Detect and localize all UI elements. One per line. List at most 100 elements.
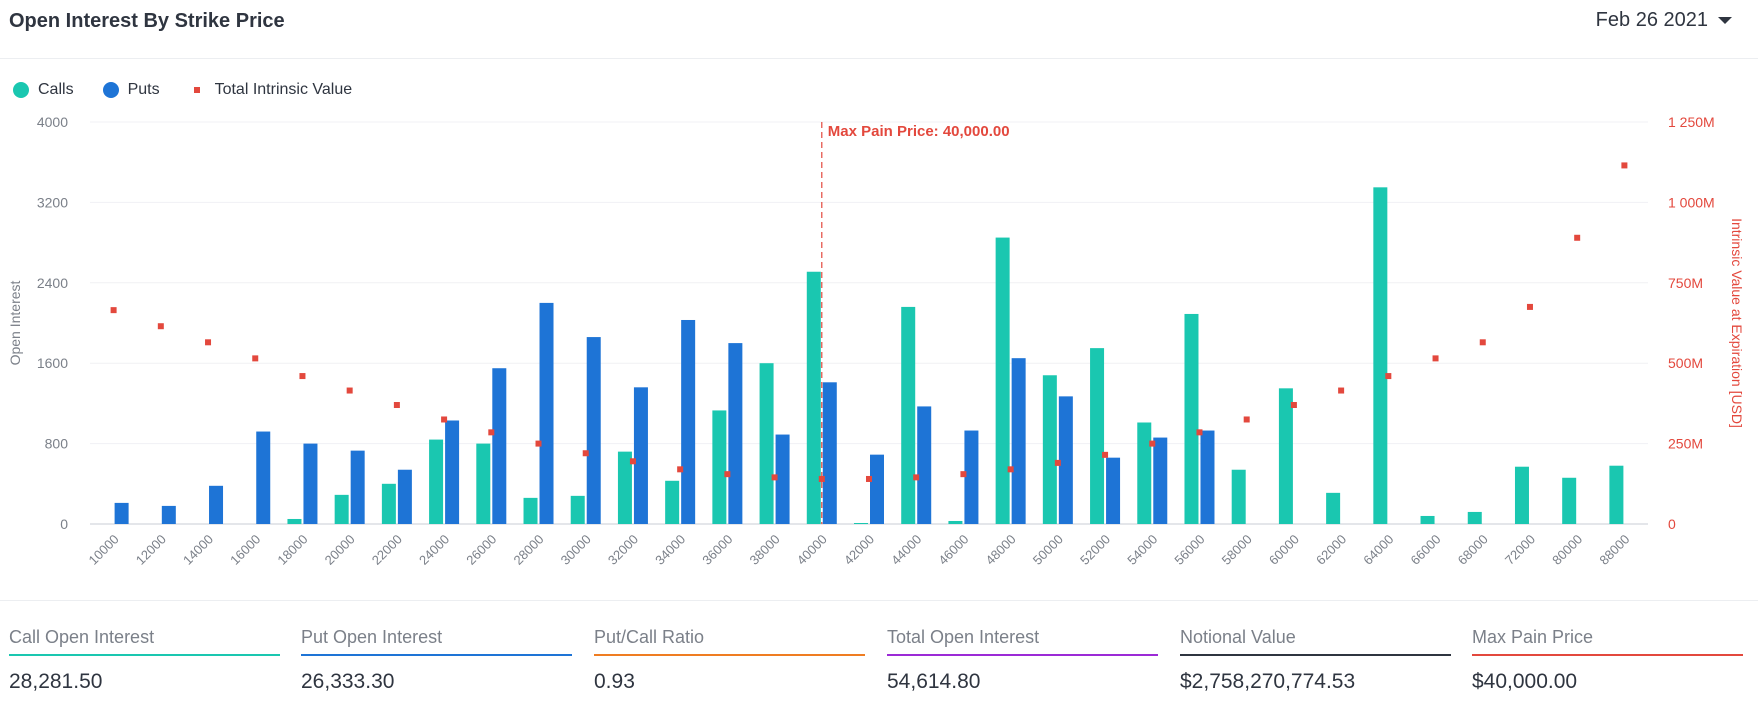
x-tick-label: 58000	[1219, 532, 1255, 568]
stat-underline	[301, 654, 572, 656]
y-right-tick-label: 500M	[1668, 355, 1703, 371]
puts-bar	[964, 430, 979, 524]
max-pain-label: Max Pain Price: 40,000.00	[828, 123, 1010, 140]
stat-value: 26,333.30	[301, 670, 395, 693]
y-right-tick-label: 1 000M	[1668, 194, 1715, 210]
stat-label: Total Open Interest	[887, 627, 1040, 647]
stats-bar: Call Open Interest 28,281.50 Put Open In…	[0, 600, 1758, 712]
intrinsic-value-point	[488, 429, 495, 436]
calls-bar	[1278, 388, 1293, 524]
calls-bar	[1467, 511, 1482, 524]
y-left-tick-label: 800	[45, 436, 69, 452]
y-right-tick-label: 0	[1668, 516, 1676, 532]
intrinsic-value-point	[1621, 162, 1628, 169]
intrinsic-value-point	[1149, 440, 1156, 447]
calls-bar	[806, 271, 821, 524]
x-tick-label: 46000	[935, 532, 971, 568]
intrinsic-value-point	[346, 387, 353, 394]
calls-bar	[759, 363, 774, 524]
stat-label: Notional Value	[1180, 627, 1296, 647]
calls-bar	[1137, 422, 1152, 524]
intrinsic-value-point	[1432, 355, 1439, 362]
calls-bar	[1609, 465, 1624, 524]
x-tick-label: 68000	[1455, 532, 1491, 568]
y-right-tick-label: 750M	[1668, 275, 1703, 291]
puts-bar	[256, 431, 271, 524]
x-tick-label: 80000	[1549, 532, 1585, 568]
intrinsic-value-point	[629, 458, 636, 465]
x-tick-label: 40000	[794, 532, 830, 568]
puts-bar	[539, 302, 554, 524]
legend-item-puts[interactable]: Puts	[102, 81, 160, 99]
y-right-tick-label: 1 250M	[1668, 114, 1715, 130]
x-tick-label: 16000	[227, 532, 263, 568]
legend-item-calls[interactable]: Calls	[13, 81, 74, 99]
intrinsic-value-point	[393, 402, 400, 409]
puts-bar	[775, 434, 790, 524]
intrinsic-value-point	[299, 373, 306, 380]
calls-bar	[429, 439, 444, 524]
legend-item-intrinsic-value[interactable]: Total Intrinsic Value	[189, 81, 353, 99]
calls-bar	[1514, 466, 1529, 524]
y-right-tick-label: 250M	[1668, 436, 1703, 452]
calls-bar	[1562, 477, 1577, 524]
intrinsic-value-point	[252, 355, 259, 362]
puts-bar	[303, 443, 318, 524]
intrinsic-value-point	[535, 440, 542, 447]
stat-underline	[1472, 654, 1743, 656]
puts-bar	[586, 337, 601, 524]
puts-bar	[114, 502, 129, 524]
date-label: Feb 26 2021	[1595, 9, 1708, 31]
intrinsic-value-point	[913, 474, 920, 481]
calls-bar	[1231, 469, 1246, 524]
puts-bar	[445, 420, 460, 524]
stat-value: 54,614.80	[887, 670, 981, 693]
puts-bar	[870, 454, 884, 524]
x-tick-label: 72000	[1502, 532, 1538, 568]
calls-bar	[1090, 348, 1105, 524]
puts-bar	[492, 368, 507, 524]
intrinsic-value-point	[110, 307, 117, 314]
intrinsic-value-point	[1196, 429, 1203, 436]
puts-bar	[1153, 437, 1168, 524]
stat-total-open-interest: Total Open Interest 54,614.80	[887, 627, 1158, 694]
x-tick-label: 44000	[888, 532, 924, 568]
calls-bar	[287, 518, 302, 524]
intrinsic-value-point	[1479, 339, 1486, 346]
calls-bar	[712, 410, 727, 524]
stat-label: Put Open Interest	[301, 627, 443, 647]
stat-underline	[887, 654, 1158, 656]
y-left-tick-label: 0	[60, 516, 68, 532]
legend-label: Puts	[127, 81, 160, 98]
intrinsic-value-point	[960, 471, 967, 478]
x-tick-label: 28000	[510, 532, 546, 568]
puts-bar	[681, 319, 696, 524]
calls-bar	[995, 237, 1010, 524]
intrinsic-value-point	[771, 474, 778, 481]
x-tick-label: 60000	[1266, 532, 1302, 568]
intrinsic-value-point	[724, 471, 731, 478]
stat-call-open-interest: Call Open Interest 28,281.50	[9, 627, 280, 694]
y-left-tick-label: 4000	[37, 114, 68, 130]
stat-notional-value: Notional Value $2,758,270,774.53	[1180, 627, 1451, 694]
stat-value: 28,281.50	[9, 670, 103, 693]
x-tick-label: 52000	[1077, 532, 1113, 568]
puts-bar	[822, 382, 837, 524]
calls-bar	[854, 522, 868, 524]
header: Open Interest By Strike Price Feb 26 202…	[0, 0, 1758, 59]
intrinsic-value-point	[1574, 234, 1581, 241]
x-tick-label: 54000	[1124, 532, 1160, 568]
date-selector[interactable]: Feb 26 2021	[1596, 9, 1732, 32]
puts-bar	[728, 343, 743, 524]
stat-underline	[9, 654, 280, 656]
legend-label: Total Intrinsic Value	[214, 81, 353, 98]
puts-bar	[1200, 430, 1215, 524]
intrinsic-value-point	[1290, 402, 1297, 409]
calls-bar	[570, 495, 585, 524]
stat-value: 0.93	[594, 670, 635, 693]
intrinsic-marker-icon	[193, 87, 200, 93]
puts-bar	[1058, 396, 1073, 524]
intrinsic-value-point	[1385, 373, 1392, 380]
x-tick-label: 26000	[463, 532, 499, 568]
